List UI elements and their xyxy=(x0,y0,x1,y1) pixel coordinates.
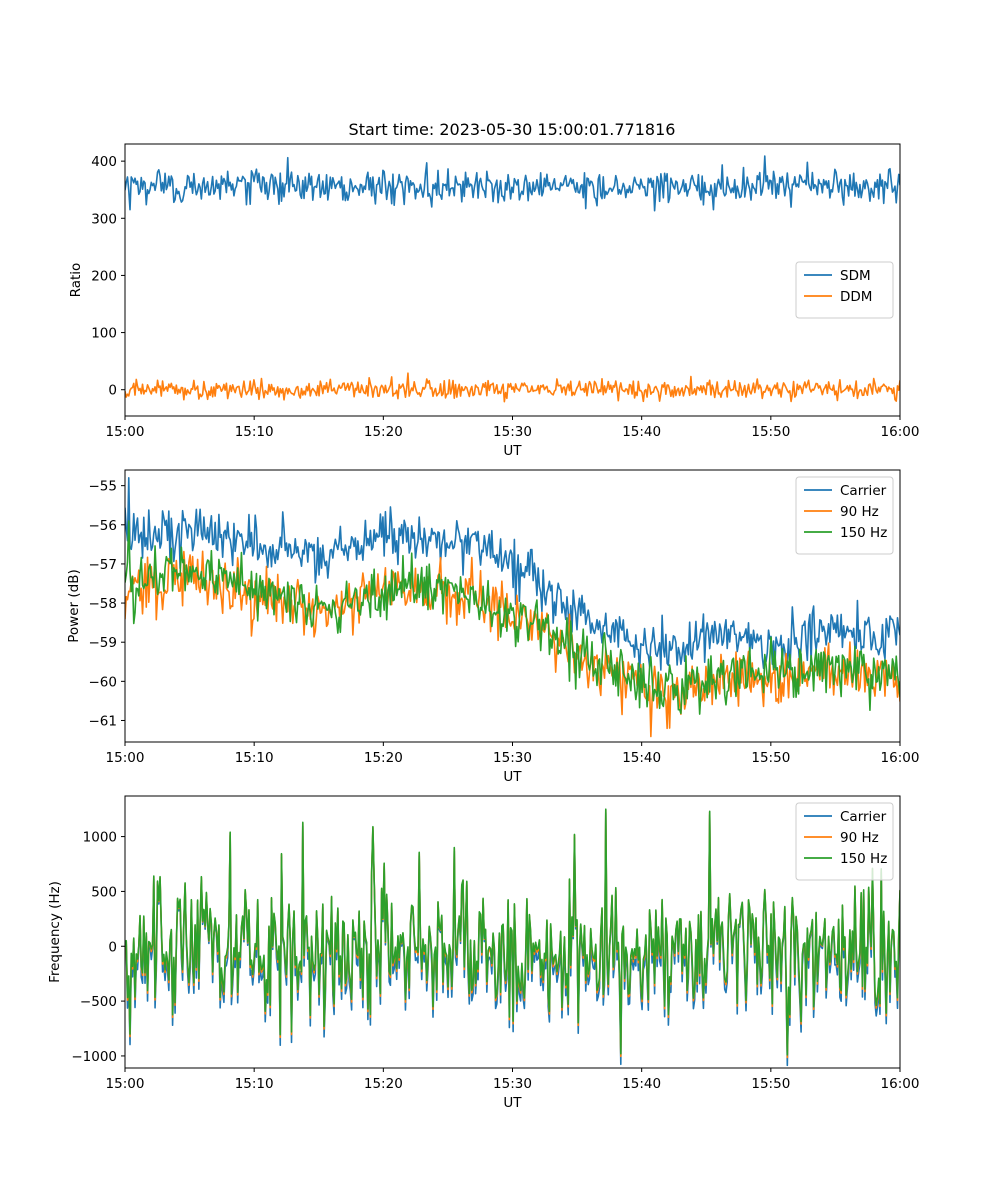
legend: Carrier 90 Hz 150 Hz xyxy=(795,476,894,555)
y-tick-label: −500 xyxy=(80,994,117,1010)
legend-label: SDM xyxy=(840,268,871,284)
legend: Carrier 90 Hz 150 Hz xyxy=(795,802,894,881)
y-tick-label: −61 xyxy=(89,713,118,729)
y-tick-label: −59 xyxy=(89,635,118,651)
legend: SDM DDM xyxy=(795,261,894,319)
x-tick-label: 15:10 xyxy=(235,424,274,440)
y-tick-label: 1000 xyxy=(83,830,117,846)
legend-box xyxy=(795,261,894,319)
legend-label: 150 Hz xyxy=(840,525,887,541)
y-tick-label: 200 xyxy=(91,268,117,284)
y-tick-label: 300 xyxy=(91,211,117,227)
y-axis-label: Frequency (Hz) xyxy=(47,881,63,983)
x-tick-label: 15:00 xyxy=(106,1076,145,1092)
y-tick-label: 0 xyxy=(108,939,117,955)
y-tick-label: −58 xyxy=(89,596,118,612)
panel-2: 15:00 15:10 15:20 15:30 15:40 15:50 16:00 −61 −6… xyxy=(66,469,920,785)
series-line-150-hz xyxy=(125,520,900,715)
panel-1: 15:00 15:10 15:20 15:30 15:40 15:50 16:00 0 100 2… xyxy=(68,143,920,459)
x-tick-label: 15:30 xyxy=(493,1076,532,1092)
y-tick-label: 400 xyxy=(91,154,117,170)
x-axis-label: UT xyxy=(503,1095,522,1111)
x-tick-label: 15:20 xyxy=(364,1076,403,1092)
y-tick-label: −57 xyxy=(89,557,118,573)
x-tick-label: 15:50 xyxy=(751,424,790,440)
figure-title: Start time: 2023-05-30 15:00:01.771816 xyxy=(349,120,676,139)
x-tick-label: 15:00 xyxy=(106,424,145,440)
legend-label: Carrier xyxy=(840,483,887,499)
panel-3: 15:00 15:10 15:20 15:30 15:40 15:50 16:00 −1000… xyxy=(47,795,920,1111)
x-tick-label: 15:40 xyxy=(622,750,661,766)
x-axis-label: UT xyxy=(503,443,522,459)
x-tick-label: 15:40 xyxy=(622,424,661,440)
legend-label: Carrier xyxy=(840,809,887,825)
y-tick-label: 0 xyxy=(108,383,117,399)
x-tick-label: 16:00 xyxy=(881,1076,920,1092)
x-tick-label: 15:50 xyxy=(751,1076,790,1092)
x-tick-label: 15:30 xyxy=(493,424,532,440)
y-axis-label: Ratio xyxy=(68,263,84,298)
x-tick-label: 15:30 xyxy=(493,750,532,766)
series-line-ddm xyxy=(125,372,900,403)
series-line-90-hz xyxy=(125,550,900,738)
y-tick-label: −56 xyxy=(89,518,118,534)
x-tick-label: 15:00 xyxy=(106,750,145,766)
series-line-150-hz xyxy=(125,808,900,1056)
x-tick-label: 16:00 xyxy=(881,424,920,440)
x-tick-label: 15:20 xyxy=(364,750,403,766)
legend-label: 90 Hz xyxy=(840,504,879,520)
y-tick-label: −1000 xyxy=(71,1049,117,1065)
x-axis-label: UT xyxy=(503,769,522,785)
y-axis-label: Power (dB) xyxy=(66,569,82,642)
y-tick-label: −55 xyxy=(89,479,118,495)
legend-label: 150 Hz xyxy=(840,851,887,867)
x-tick-label: 15:50 xyxy=(751,750,790,766)
x-tick-label: 15:20 xyxy=(364,424,403,440)
series-line-sdm xyxy=(125,155,900,212)
y-tick-label: 500 xyxy=(91,884,117,900)
legend-box xyxy=(795,802,894,881)
y-tick-label: −60 xyxy=(89,674,118,690)
x-tick-label: 15:10 xyxy=(235,1076,274,1092)
legend-label: 90 Hz xyxy=(840,830,879,846)
x-tick-label: 16:00 xyxy=(881,750,920,766)
x-tick-label: 15:40 xyxy=(622,1076,661,1092)
legend-label: DDM xyxy=(840,289,872,305)
x-tick-label: 15:10 xyxy=(235,750,274,766)
y-tick-label: 100 xyxy=(91,326,117,342)
legend-box xyxy=(795,476,894,555)
